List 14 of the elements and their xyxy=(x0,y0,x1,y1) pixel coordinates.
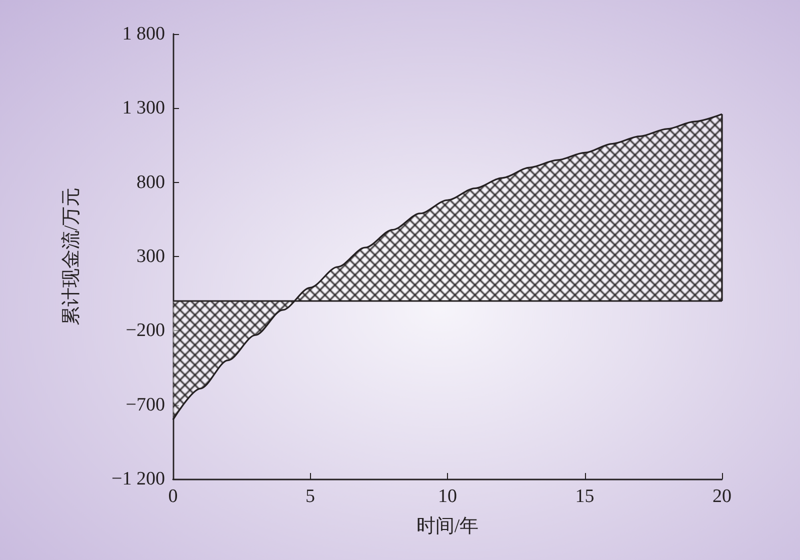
x-tick-label: 0 xyxy=(168,486,178,507)
y-tick-label: 300 xyxy=(136,246,165,267)
x-tick-label: 10 xyxy=(438,486,457,507)
y-tick-label: −200 xyxy=(126,320,165,342)
y-tick-label: −1 200 xyxy=(112,468,165,490)
x-tick-label: 5 xyxy=(306,486,315,507)
x-tick-label: 20 xyxy=(712,486,732,507)
y-tick-label: 1 800 xyxy=(122,24,165,44)
y-tick-label: 1 300 xyxy=(122,98,165,119)
x-tick-label: 15 xyxy=(575,486,594,507)
x-axis-title: 时间/年 xyxy=(416,516,479,537)
y-tick-label: 800 xyxy=(136,172,165,193)
y-axis-title: 累计现金流/万元 xyxy=(60,187,82,326)
y-tick-label: −700 xyxy=(126,394,165,416)
